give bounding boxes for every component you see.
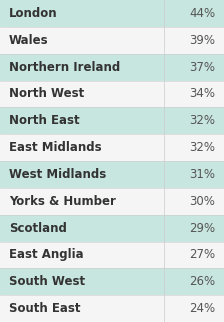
Bar	[0, 0, 224, 27]
Bar	[0, 188, 224, 215]
Text: 44%: 44%	[189, 7, 215, 20]
Text: North West: North West	[9, 87, 84, 100]
Text: 26%: 26%	[189, 275, 215, 288]
Text: 39%: 39%	[189, 34, 215, 47]
Text: 32%: 32%	[189, 114, 215, 127]
Text: London: London	[9, 7, 58, 20]
Bar	[0, 242, 224, 268]
Text: Yorks & Humber: Yorks & Humber	[9, 195, 116, 208]
Bar	[0, 54, 224, 80]
Text: East Anglia: East Anglia	[9, 248, 84, 261]
Text: 27%: 27%	[189, 248, 215, 261]
Text: Northern Ireland: Northern Ireland	[9, 61, 120, 74]
Text: Scotland: Scotland	[9, 222, 67, 235]
Text: 34%: 34%	[189, 87, 215, 100]
Text: 24%: 24%	[189, 302, 215, 315]
Text: North East: North East	[9, 114, 80, 127]
Text: 30%: 30%	[189, 195, 215, 208]
Bar	[0, 27, 224, 54]
Bar	[0, 268, 224, 295]
Bar	[0, 80, 224, 107]
Text: 37%: 37%	[189, 61, 215, 74]
Text: South West: South West	[9, 275, 85, 288]
Bar	[0, 295, 224, 322]
Text: West Midlands: West Midlands	[9, 168, 106, 181]
Text: 29%: 29%	[189, 222, 215, 235]
Text: South East: South East	[9, 302, 80, 315]
Text: 32%: 32%	[189, 141, 215, 154]
Bar	[0, 134, 224, 161]
Text: Wales: Wales	[9, 34, 49, 47]
Text: East Midlands: East Midlands	[9, 141, 102, 154]
Bar	[0, 215, 224, 242]
Bar	[0, 107, 224, 134]
Text: 31%: 31%	[189, 168, 215, 181]
Bar	[0, 161, 224, 188]
